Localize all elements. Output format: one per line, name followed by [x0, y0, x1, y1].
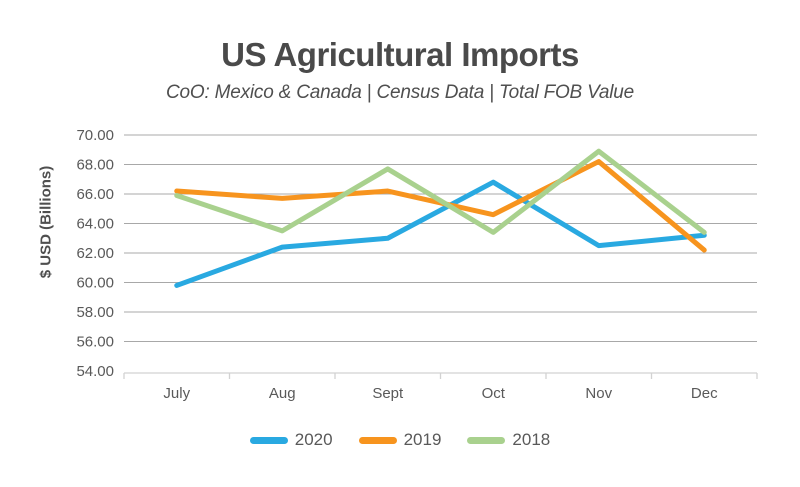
y-tick-label: 56.00: [76, 334, 114, 351]
legend-marker-2020: [249, 436, 288, 444]
legend-label: 2020: [294, 430, 333, 449]
line-chart-plot-area: 54.00 56.00 58.00 60.00 62.00 64.00 66.00 68.00…: [76, 127, 758, 402]
legend-marker-2018: [467, 436, 506, 444]
x-tick-label-nov: Nov: [585, 385, 612, 402]
legend-item-2019: 2019: [358, 430, 442, 450]
chart-subtitle: CoO: Mexico & Canada | Census Data | Tot…: [165, 82, 634, 103]
legend-label: 2018: [512, 430, 551, 449]
legend-item-2018: 2018: [467, 430, 550, 450]
x-tick-label-dec: Dec: [691, 385, 718, 402]
series-line-2020: [174, 179, 707, 288]
chart-legend: 2020 2019 2018: [0, 430, 800, 450]
x-tick-label-oct: Oct: [482, 385, 506, 402]
legend-item-2020: 2020: [249, 430, 333, 450]
y-tick-label: 64.00: [76, 216, 114, 233]
chart-title: US Agricultural Imports: [221, 36, 579, 73]
series-line-2019: [174, 159, 707, 253]
series-line-2018: [174, 148, 707, 235]
legend-marker-2019: [358, 436, 397, 444]
y-tick-label: 66.00: [76, 186, 114, 203]
y-tick-label: 58.00: [76, 304, 114, 321]
y-tick-label: 62.00: [76, 245, 114, 262]
legend-label: 2019: [403, 430, 442, 449]
x-tick-label-aug: Aug: [269, 385, 296, 402]
y-tick-label: 60.00: [76, 275, 114, 292]
y-tick-label: 68.00: [76, 157, 114, 174]
y-tick-label: 54.00: [76, 363, 114, 380]
x-tick-label-july: July: [163, 385, 190, 402]
x-tick-label-sept: Sept: [372, 385, 404, 402]
y-tick-label: 70.00: [76, 127, 114, 144]
